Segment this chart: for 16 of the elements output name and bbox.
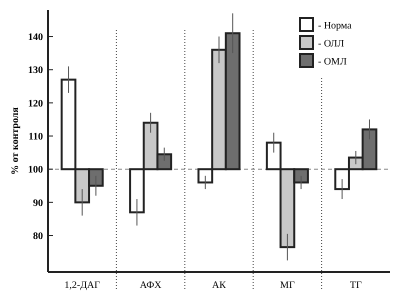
y-tick-label: 80 (33, 231, 43, 242)
y-tick-label: 110 (28, 132, 43, 143)
legend-label: - ОМЛ (318, 56, 347, 68)
legend-label: - ОЛЛ (318, 38, 344, 50)
x-tick-label: АФХ (140, 280, 162, 291)
x-tick-label: АК (212, 280, 226, 291)
y-tick-label: 140 (28, 32, 43, 44)
x-tick-label: 1,2-ДАГ (64, 280, 100, 291)
y-tick-label: 100 (28, 164, 43, 176)
x-tick-label: ТГ (350, 280, 362, 291)
y-tick-label: 90 (33, 198, 43, 209)
x-tick-label: МГ (280, 280, 295, 291)
y-axis-title: % от контроля (10, 106, 21, 175)
y-tick-label: 130 (28, 65, 43, 76)
y-tick-label: 120 (28, 98, 43, 110)
legend-label: - Норма (318, 20, 352, 32)
